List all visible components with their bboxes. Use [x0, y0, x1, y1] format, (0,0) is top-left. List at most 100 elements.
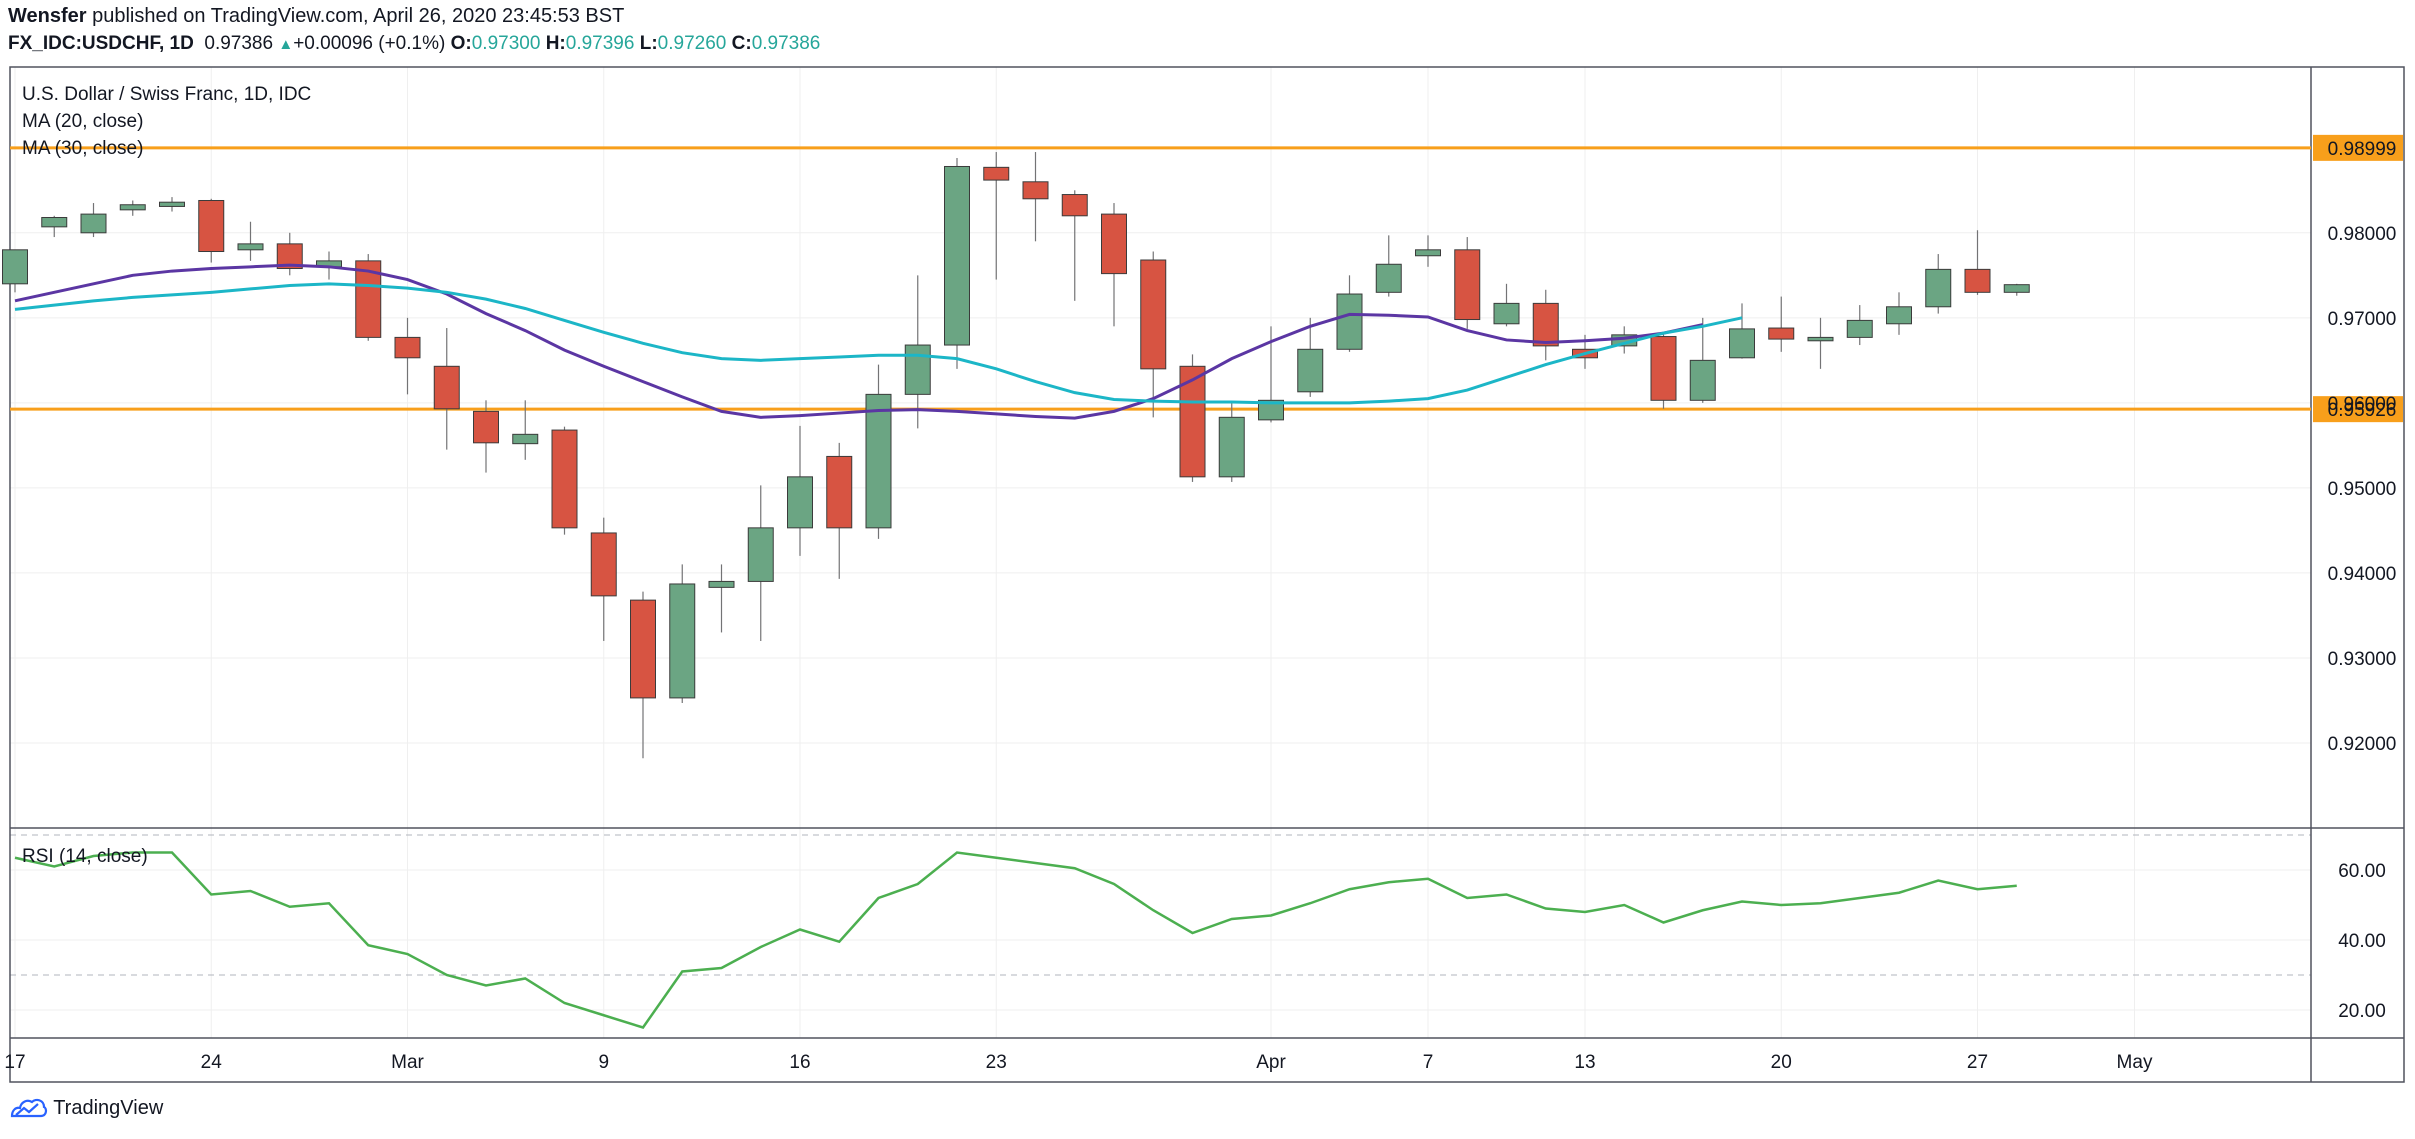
- horizontal-levels: 0.98999 0.95926: [10, 134, 2403, 423]
- candle-body-up: [1415, 249, 1441, 257]
- candle: [1101, 203, 1127, 327]
- candle-body-up: [1925, 268, 1952, 308]
- low-label: L:: [639, 33, 658, 54]
- open-label: O:: [450, 33, 472, 54]
- footer-brand[interactable]: TradingView: [10, 1096, 163, 1120]
- author-name[interactable]: Wensfer: [8, 5, 87, 27]
- moving-averages: [14, 263, 1743, 420]
- candle-body-up: [2003, 284, 2030, 293]
- high-value: 0.97396: [565, 33, 635, 54]
- rsi-line: [14, 851, 2017, 1029]
- candle: [119, 200, 146, 216]
- candle-body-down: [198, 199, 225, 253]
- candle-body-up: [1375, 263, 1402, 293]
- candle-body-up: [41, 216, 68, 228]
- rsi-legend: RSI (14, close): [22, 846, 148, 867]
- candle: [551, 426, 578, 535]
- symbol-name[interactable]: FX_IDC:USDCHF, 1D: [8, 33, 194, 54]
- level-price-tag: [2313, 134, 2403, 161]
- candle: [276, 232, 303, 276]
- candles: [2, 152, 2030, 759]
- candle-body-up: [1258, 399, 1284, 421]
- level-price-tag: [2313, 396, 2403, 423]
- candle-body-down: [1768, 327, 1795, 340]
- candle-body-up: [80, 213, 107, 234]
- candle: [355, 254, 382, 341]
- up-arrow-icon: ▲: [278, 36, 294, 53]
- candle-body-up: [1807, 336, 1834, 342]
- x-tick-label: 7: [1423, 1052, 1434, 1073]
- candle-body-up: [708, 580, 735, 588]
- candle: [1375, 235, 1402, 297]
- candle-body-up: [119, 204, 146, 211]
- candle-body-up: [904, 344, 931, 395]
- low-value: 0.97260: [657, 33, 727, 54]
- y-tick-label: 0.95000: [2328, 479, 2397, 500]
- candle-body-up: [787, 476, 813, 529]
- candle: [1454, 237, 1481, 329]
- ma30-legend: MA (30, close): [22, 138, 143, 159]
- rsi-tick-label: 40.00: [2338, 931, 2386, 952]
- candle-body-down: [590, 532, 617, 597]
- x-tick-label: May: [2117, 1052, 2153, 1073]
- candle-body-down: [630, 599, 656, 699]
- candle: [1689, 317, 1716, 403]
- candle: [1532, 289, 1559, 361]
- candle-body-up: [237, 243, 264, 251]
- candle-body-down: [983, 166, 1010, 181]
- x-tick-label: Apr: [1256, 1052, 1286, 1073]
- x-tick-label: 13: [1574, 1052, 1595, 1073]
- x-tick-label: 20: [1771, 1052, 1792, 1073]
- candle: [41, 215, 68, 238]
- candle: [669, 564, 696, 704]
- candle-body-down: [433, 365, 460, 410]
- symbol-legend: FX_IDC:USDCHF, 1D 0.97386 ▲+0.00096 (+0.…: [8, 33, 820, 55]
- candle: [394, 317, 421, 395]
- candle-body-down: [1101, 213, 1127, 275]
- candle: [1846, 305, 1873, 346]
- candle-body-up: [747, 527, 774, 582]
- candle: [80, 203, 107, 238]
- candle-body-up: [1297, 348, 1324, 393]
- candle: [944, 157, 970, 369]
- candle-body-down: [1964, 268, 1991, 293]
- candle: [198, 198, 225, 263]
- candle-body-up: [1336, 293, 1363, 350]
- axes: 17 24 Mar 9 16 23 Apr 7 13 20 27 May 0.92000 0.93000 0…: [4, 224, 2396, 1073]
- x-tick-label: Mar: [391, 1052, 424, 1073]
- publish-info: Wensfer published on TradingView.com, Ap…: [8, 5, 624, 28]
- candle-body-up: [865, 393, 892, 529]
- last-price: 0.97386: [204, 33, 274, 54]
- candle-body-up: [1218, 416, 1245, 478]
- candle: [1807, 317, 1834, 369]
- level-price-label: 0.95926: [2328, 400, 2397, 421]
- y-tick-label: 0.97000: [2328, 309, 2397, 330]
- candle: [747, 485, 774, 641]
- x-tick-label: 17: [4, 1052, 25, 1073]
- candle: [1022, 152, 1049, 242]
- price-change: +0.00096 (+0.1%): [293, 33, 446, 54]
- candle: [787, 425, 813, 556]
- chart-frame: [9, 66, 2405, 1083]
- candle-body-up: [669, 583, 696, 699]
- candle: [512, 400, 539, 460]
- published-text: published on TradingView.com, April 26, …: [92, 5, 625, 27]
- candle: [708, 564, 735, 633]
- y-tick-label: 0.98000: [2328, 224, 2397, 245]
- candle: [1964, 230, 1991, 295]
- x-tick-label: 27: [1967, 1052, 1988, 1073]
- candle-body-up: [1846, 319, 1873, 338]
- candle-body-up: [1886, 306, 1912, 325]
- x-tick-label: 16: [789, 1052, 810, 1073]
- candle: [1925, 254, 1952, 314]
- candle-body-up: [944, 165, 970, 346]
- ma30-line: [14, 282, 1743, 405]
- candle-body-down: [1454, 249, 1481, 321]
- candle: [2003, 283, 2030, 296]
- x-tick-label: 9: [598, 1052, 609, 1073]
- rsi-pane: [14, 851, 2017, 1029]
- tradingview-logo-icon: [10, 1098, 48, 1118]
- close-value: 0.97386: [751, 33, 821, 54]
- candle: [1650, 332, 1677, 409]
